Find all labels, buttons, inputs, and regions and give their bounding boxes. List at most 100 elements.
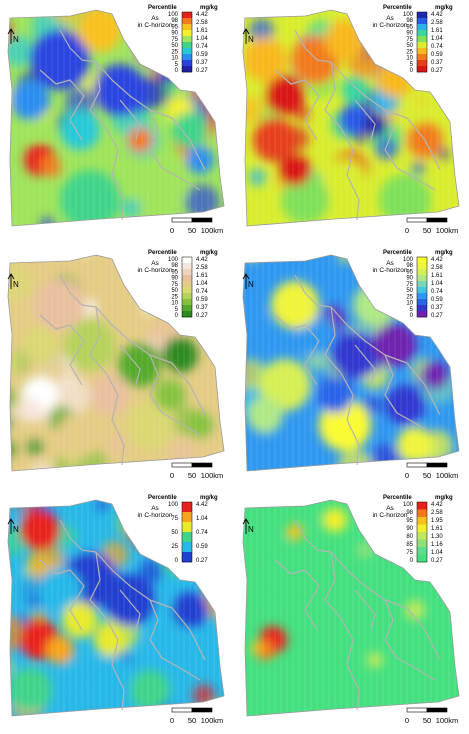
percentile-tick-label: 0: [410, 68, 414, 74]
percentile-tick-label: 5: [175, 62, 179, 68]
north-label: N: [248, 525, 254, 534]
colorbar-segment: [417, 24, 427, 31]
colorbar-segment: [182, 269, 192, 276]
anomaly-blob: [22, 327, 58, 363]
colorbar-segment: [417, 60, 427, 67]
colorbar-segment: [417, 305, 427, 312]
colorbar-segment: [417, 275, 427, 282]
anomaly-blob: [62, 602, 98, 638]
percentile-tick-label: 98: [406, 510, 413, 516]
element-label: As: [386, 260, 394, 267]
percentile-tick-label: 75: [406, 282, 413, 288]
percentile-header: Percentile: [148, 495, 177, 501]
colorbar-segment: [182, 18, 192, 25]
border-line: [59, 29, 206, 171]
anomaly-blob: [373, 323, 417, 367]
map-panel-4: N As in C-horizon Percentile mg/kg 100 98 95 90 7…: [235, 245, 469, 489]
colorbar-segment: [182, 305, 192, 312]
percentile-header: Percentile: [383, 495, 412, 501]
value-tick-label: 1.04: [431, 36, 443, 42]
anomaly-blob: [20, 510, 60, 550]
anomaly-blob: [46, 636, 74, 664]
value-tick-label: 1.61: [431, 28, 443, 34]
colorbar-segment: [417, 54, 427, 61]
percentile-tick-label: 5: [410, 62, 414, 68]
colorbar-segment: [182, 66, 192, 73]
border-line: [324, 306, 360, 466]
value-tick-label: 2.58: [431, 510, 443, 516]
anomaly-blob: [158, 58, 182, 82]
anomaly-blob: [118, 343, 162, 387]
horizon-label: in C-horizon: [137, 22, 172, 29]
colorbar-segment: [182, 502, 192, 513]
colorbar-segment: [417, 18, 427, 25]
element-label: As: [386, 15, 394, 22]
percentile-tick-label: 100: [168, 502, 179, 508]
anomaly-blob: [58, 413, 102, 457]
border-line: [149, 599, 201, 681]
colorbar-segment: [417, 36, 427, 43]
percentile-tick-label: 50: [406, 288, 413, 294]
anomaly-blob: [10, 80, 50, 120]
colorbar-segment: [417, 517, 427, 525]
colorbar-segment: [417, 257, 427, 264]
study-area-outline: [7, 499, 225, 717]
colorbar-segment: [182, 60, 192, 67]
anomaly-blob: [367, 652, 383, 668]
horizon-label: in C-horizon: [372, 22, 407, 29]
percentile-tick-label: 25: [171, 49, 178, 55]
scale-bar: 0 50 100km: [170, 707, 223, 725]
scale-bar: 0 50 100km: [405, 707, 459, 725]
anomaly-blob: [78, 10, 122, 52]
anomaly-blob: [8, 668, 52, 712]
horizon-label: in C-horizon: [372, 512, 407, 519]
anomaly-blob: [162, 337, 198, 373]
map-panel-6: N As in C-horizon Percentile mg/kg 100 98 95 90 8…: [235, 490, 469, 734]
percentile-tick-label: 95: [406, 518, 413, 524]
north-label: N: [248, 35, 254, 44]
border-line: [149, 109, 201, 191]
scale-bar: 0 50 100km: [170, 217, 224, 235]
value-tick-label: 0.37: [196, 305, 208, 311]
scale-label: 50: [423, 226, 431, 235]
colorbar-segment: [182, 30, 192, 37]
border-line: [59, 519, 206, 661]
anomaly-blob: [397, 427, 433, 463]
colorbar-segment: [182, 293, 192, 300]
anomaly-blob: [341, 76, 369, 104]
scale-label: 0: [405, 716, 409, 725]
value-tick-label: 2.58: [196, 20, 208, 26]
value-tick-label: 1.04: [196, 281, 208, 287]
percentile-tick-label: 10: [406, 56, 413, 62]
anomaly-blob: [325, 160, 365, 200]
scale-label: 0: [405, 226, 409, 235]
border-line: [354, 99, 376, 141]
value-tick-label: 0.27: [431, 558, 443, 564]
value-tick-label: 0.37: [431, 60, 443, 66]
scale-label: 100km: [436, 716, 459, 725]
border-line: [274, 69, 320, 141]
value-tick-label: 2.58: [431, 20, 443, 26]
study-area-outline: [7, 254, 225, 472]
unit-header: mg/kg: [200, 5, 218, 11]
unit-header: mg/kg: [200, 250, 218, 256]
north-arrow-icon: N: [7, 518, 19, 534]
percentile-tick-label: 85: [406, 542, 413, 548]
colorbar-segment: [182, 275, 192, 282]
element-label: As: [151, 15, 159, 22]
unit-header: mg/kg: [435, 5, 453, 11]
scale-bar: 0 50 100km: [405, 217, 458, 235]
value-tick-label: 0.74: [196, 289, 208, 295]
value-tick-label: 0.74: [196, 530, 208, 536]
border-line: [384, 109, 436, 191]
scale-label: 50: [188, 226, 196, 235]
colorbar-segment: [182, 532, 192, 543]
scale-label: 100km: [201, 226, 224, 235]
percentile-tick-label: 50: [406, 43, 413, 49]
map-surface: [8, 500, 224, 716]
value-tick-label: 4.42: [196, 502, 208, 508]
anomaly-blob: [90, 375, 130, 415]
